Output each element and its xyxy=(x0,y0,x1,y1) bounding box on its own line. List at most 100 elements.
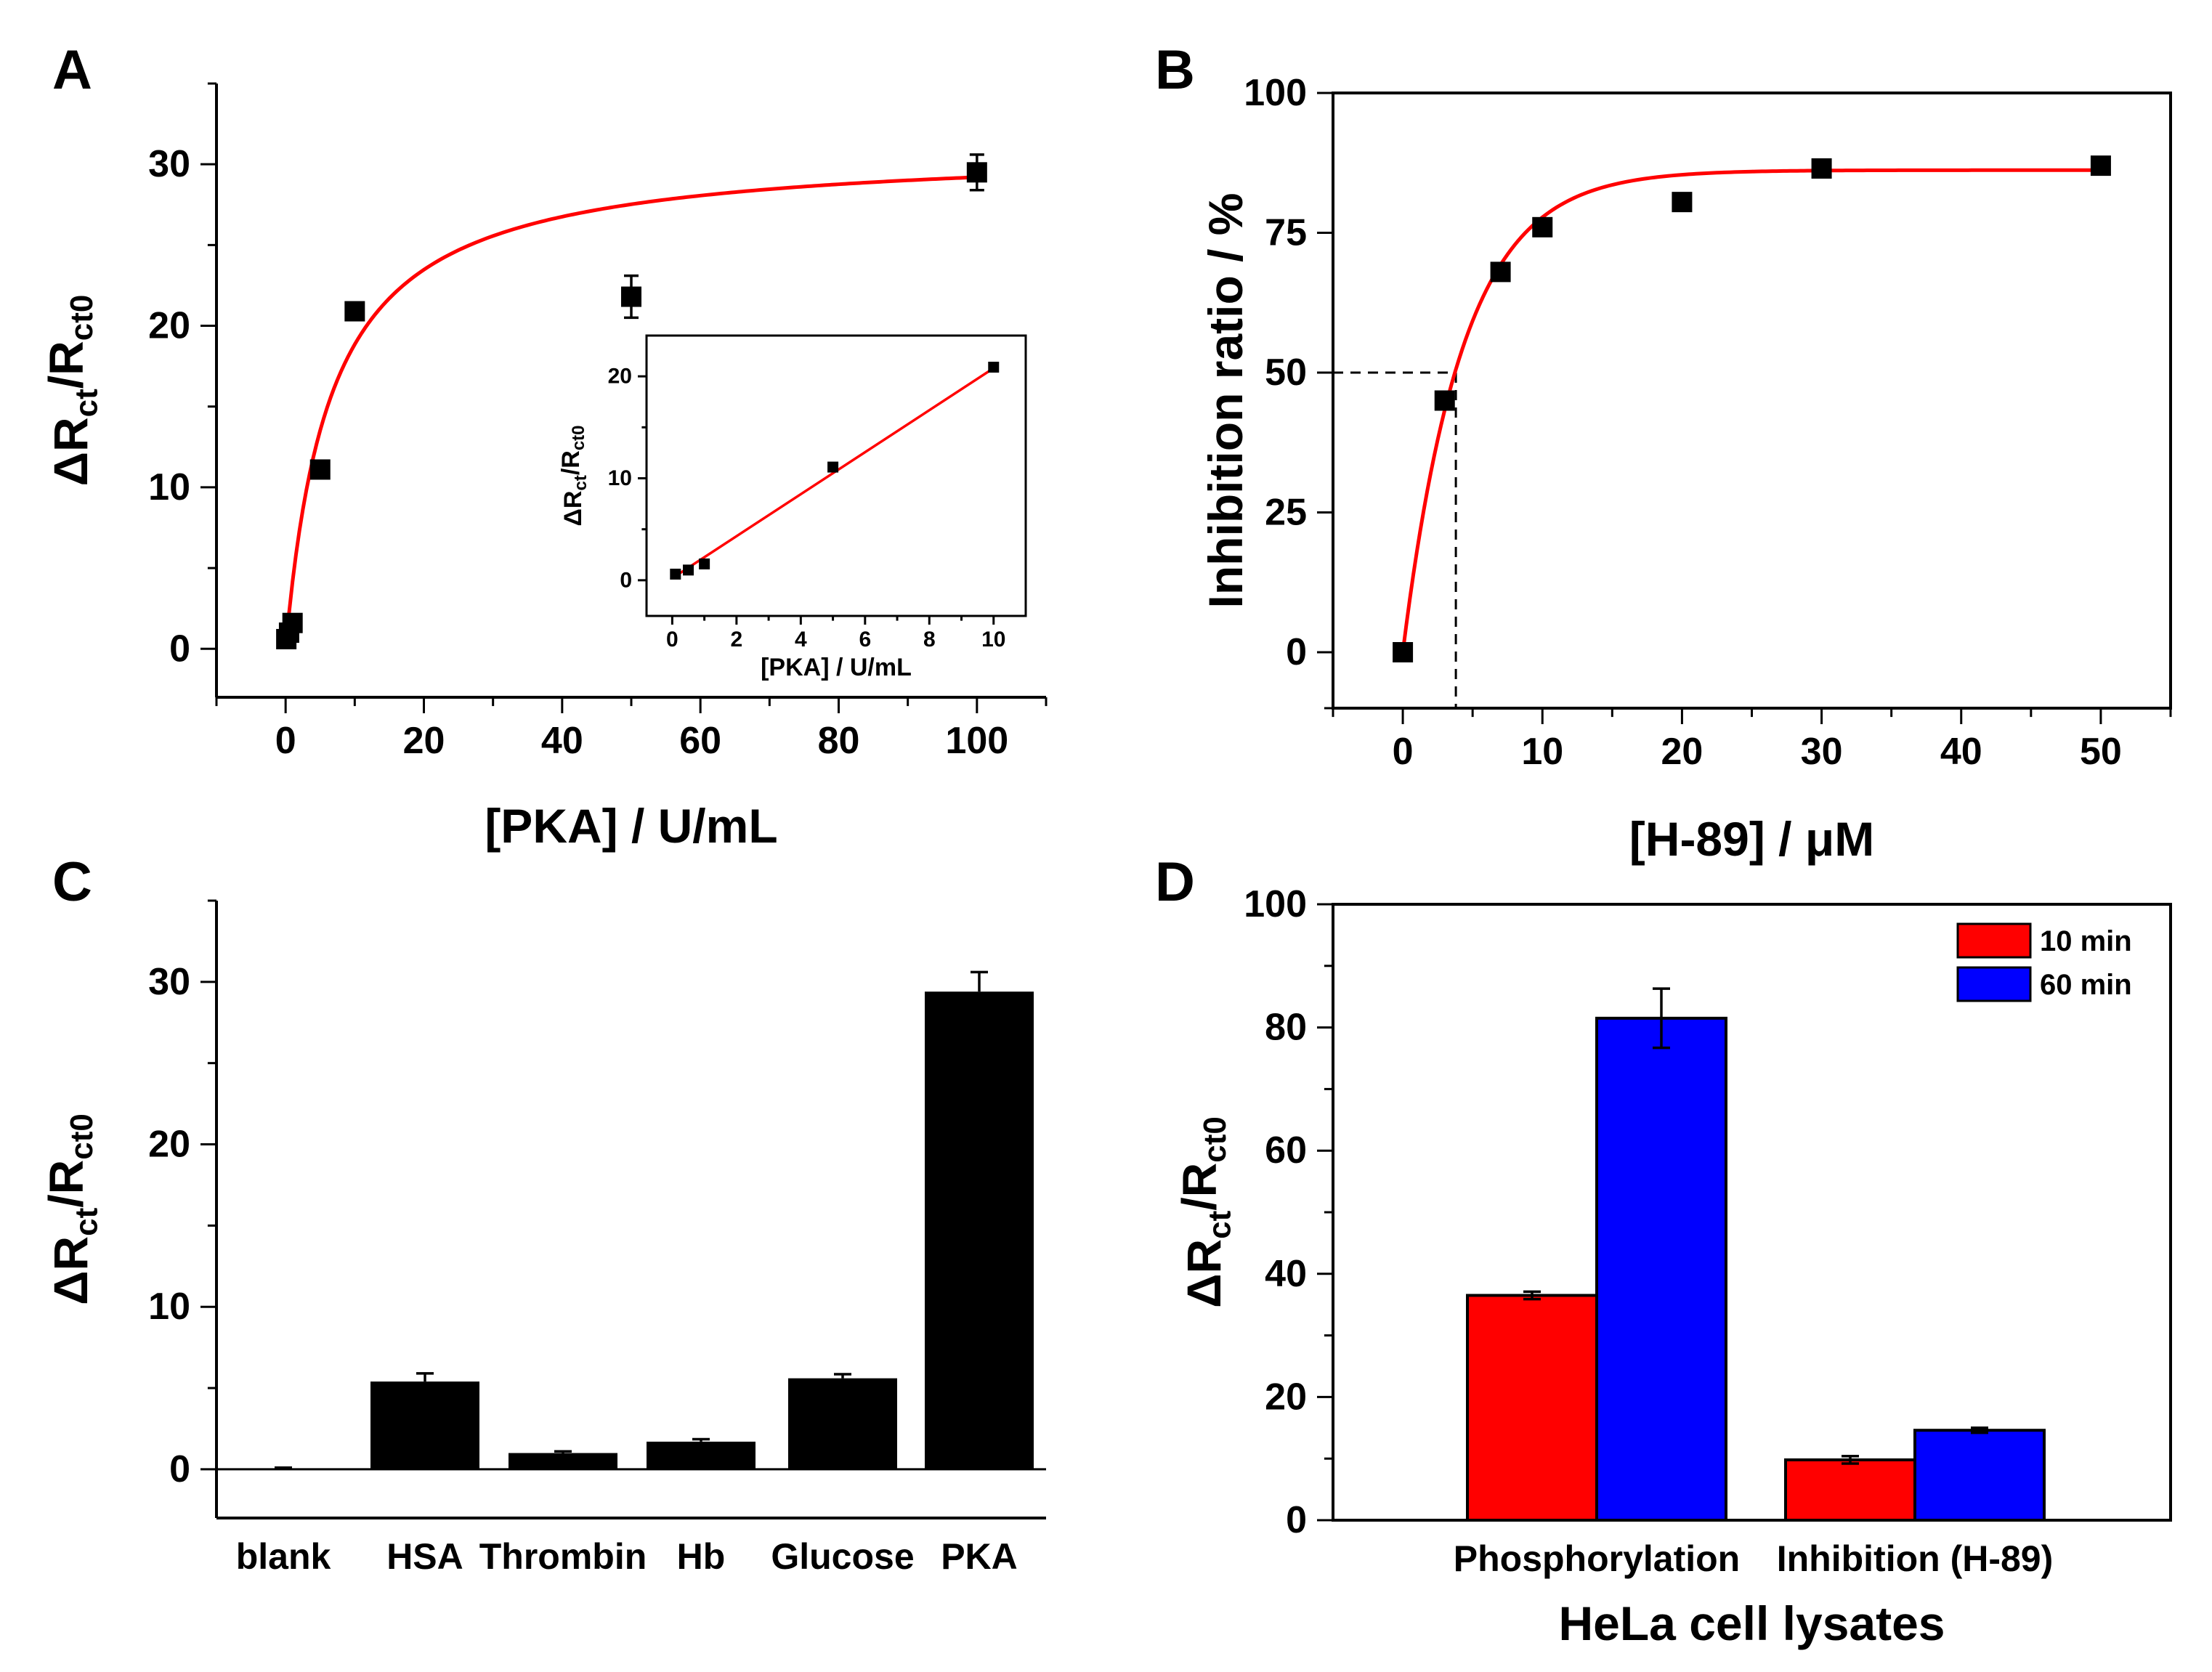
y-tick-label: 40 xyxy=(1265,1253,1307,1295)
y-tick-label: 30 xyxy=(148,961,190,1003)
data-point xyxy=(1393,642,1414,662)
y-tick-label: 20 xyxy=(148,305,190,347)
y-tick-label: 100 xyxy=(1244,72,1307,114)
x-tick-label: 30 xyxy=(1801,731,1843,773)
data-point xyxy=(344,301,365,322)
data-point xyxy=(1532,216,1553,238)
bar xyxy=(925,991,1034,1469)
y-tick-label: 10 xyxy=(148,1286,190,1328)
category-label: PKA xyxy=(941,1536,1018,1577)
x-axis-label: HeLa cell lysates xyxy=(1559,1596,1945,1650)
x-tick-label: 10 xyxy=(981,628,1005,652)
data-point xyxy=(699,558,710,569)
chart-panel-c: 0 10 20 30 ΔRct/Rct0 blank HSA Thrombin Hb Glucos… xyxy=(39,899,1046,1577)
panel-label-b: B xyxy=(1155,39,1195,101)
x-tick-label: 2 xyxy=(731,628,743,652)
data-point xyxy=(309,459,331,480)
x-tick-label: 6 xyxy=(859,628,871,652)
data-point xyxy=(1490,261,1511,283)
bar xyxy=(370,1381,479,1469)
y-tick-label: 75 xyxy=(1265,212,1307,254)
bar xyxy=(1466,1294,1598,1522)
y-tick-label: 20 xyxy=(148,1124,190,1166)
x-tick-label: 8 xyxy=(923,628,936,652)
y-tick-label: 100 xyxy=(1244,883,1307,925)
x-tick-label: 60 xyxy=(679,720,721,762)
chart-panel-b: 0 10 20 30 40 50 0 25 50 75 100 [H-89] / μM Inhibiti… xyxy=(1199,72,2172,866)
data-point xyxy=(1672,192,1693,213)
y-tick-label: 50 xyxy=(1265,352,1307,394)
x-tick-label: 0 xyxy=(666,628,678,652)
data-point xyxy=(966,162,987,183)
plot-frame xyxy=(1332,92,2172,710)
inset-fit-line xyxy=(671,367,994,580)
y-tick-label: 10 xyxy=(608,466,632,490)
y-tick-label: 20 xyxy=(1265,1376,1307,1418)
y-tick-label: 60 xyxy=(1265,1129,1307,1172)
data-point xyxy=(670,568,681,580)
panel-label-a: A xyxy=(52,39,92,101)
inset-x-axis-label: [PKA] / U/mL xyxy=(761,654,912,681)
data-point xyxy=(988,362,1000,373)
y-tick-label: 20 xyxy=(608,365,632,389)
x-tick-label: 80 xyxy=(818,720,860,762)
category-label: Phosphorylation xyxy=(1454,1538,1740,1579)
data-point xyxy=(1434,390,1455,411)
y-tick-label: 80 xyxy=(1265,1007,1307,1049)
x-axis-label: [H-89] / μM xyxy=(1629,812,1874,866)
data-point xyxy=(1811,158,1832,179)
y-axis-label: ΔRct/Rct0 xyxy=(1172,1116,1238,1308)
fit-curve xyxy=(283,175,977,649)
y-tick-label: 0 xyxy=(169,628,190,670)
bar xyxy=(1595,1016,1727,1522)
chart-panel-d: 0 20 40 60 80 100 ΔRct/Rct0 HeLa cell lysates Ph… xyxy=(1172,883,2172,1650)
bar xyxy=(509,1453,617,1469)
legend-swatch xyxy=(1956,922,2032,959)
inset-y-axis-label: ΔRct/Rct0 xyxy=(557,425,591,526)
data-point xyxy=(827,461,839,473)
category-label: Inhibition (H-89) xyxy=(1777,1538,2054,1579)
legend-label: 10 min xyxy=(2040,925,2132,957)
panel-label-d: D xyxy=(1155,851,1195,913)
x-tick-label: 20 xyxy=(403,720,445,762)
x-tick-label: 0 xyxy=(275,720,296,762)
legend-swatch xyxy=(1956,966,2032,1002)
y-tick-label: 0 xyxy=(620,568,632,592)
category-label: HSA xyxy=(386,1536,463,1577)
x-tick-label: 100 xyxy=(945,720,1008,762)
bar xyxy=(647,1441,755,1469)
x-tick-label: 0 xyxy=(1393,731,1414,773)
panel-label-c: C xyxy=(52,851,92,913)
legend-label: 60 min xyxy=(2040,969,2132,1001)
plot-frame xyxy=(645,334,1027,617)
category-label: blank xyxy=(236,1536,331,1577)
data-point xyxy=(683,564,694,576)
x-tick-label: 40 xyxy=(541,720,583,762)
y-tick-label: 0 xyxy=(1286,1499,1307,1541)
category-label: Thrombin xyxy=(479,1536,647,1577)
bar xyxy=(1784,1458,1916,1522)
y-axis-label: Inhibition ratio / % xyxy=(1199,193,1252,609)
y-axis-label: ΔRct/Rct0 xyxy=(39,295,105,487)
y-tick-label: 0 xyxy=(169,1448,190,1490)
bar xyxy=(788,1378,897,1469)
x-tick-label: 20 xyxy=(1661,731,1703,773)
category-label: Hb xyxy=(677,1536,726,1577)
data-point xyxy=(282,612,303,633)
data-point xyxy=(2090,155,2111,176)
y-tick-label: 10 xyxy=(148,466,190,508)
bar xyxy=(1913,1429,2046,1522)
legend: 10 min 60 min xyxy=(1956,922,2132,1002)
category-label: Glucose xyxy=(771,1536,914,1577)
x-tick-label: 10 xyxy=(1521,731,1563,773)
y-tick-label: 30 xyxy=(148,143,190,185)
data-point xyxy=(621,286,641,307)
x-axis-label: [PKA] / U/mL xyxy=(485,799,777,853)
x-tick-label: 4 xyxy=(795,628,807,652)
y-tick-label: 25 xyxy=(1265,492,1307,534)
inset-chart: 0 2 4 6 8 10 0 10 20 [PKA] / U/mL ΔRct/Rct0 xyxy=(557,334,1027,681)
fit-curve xyxy=(1401,168,2101,653)
y-tick-label: 0 xyxy=(1286,631,1307,673)
